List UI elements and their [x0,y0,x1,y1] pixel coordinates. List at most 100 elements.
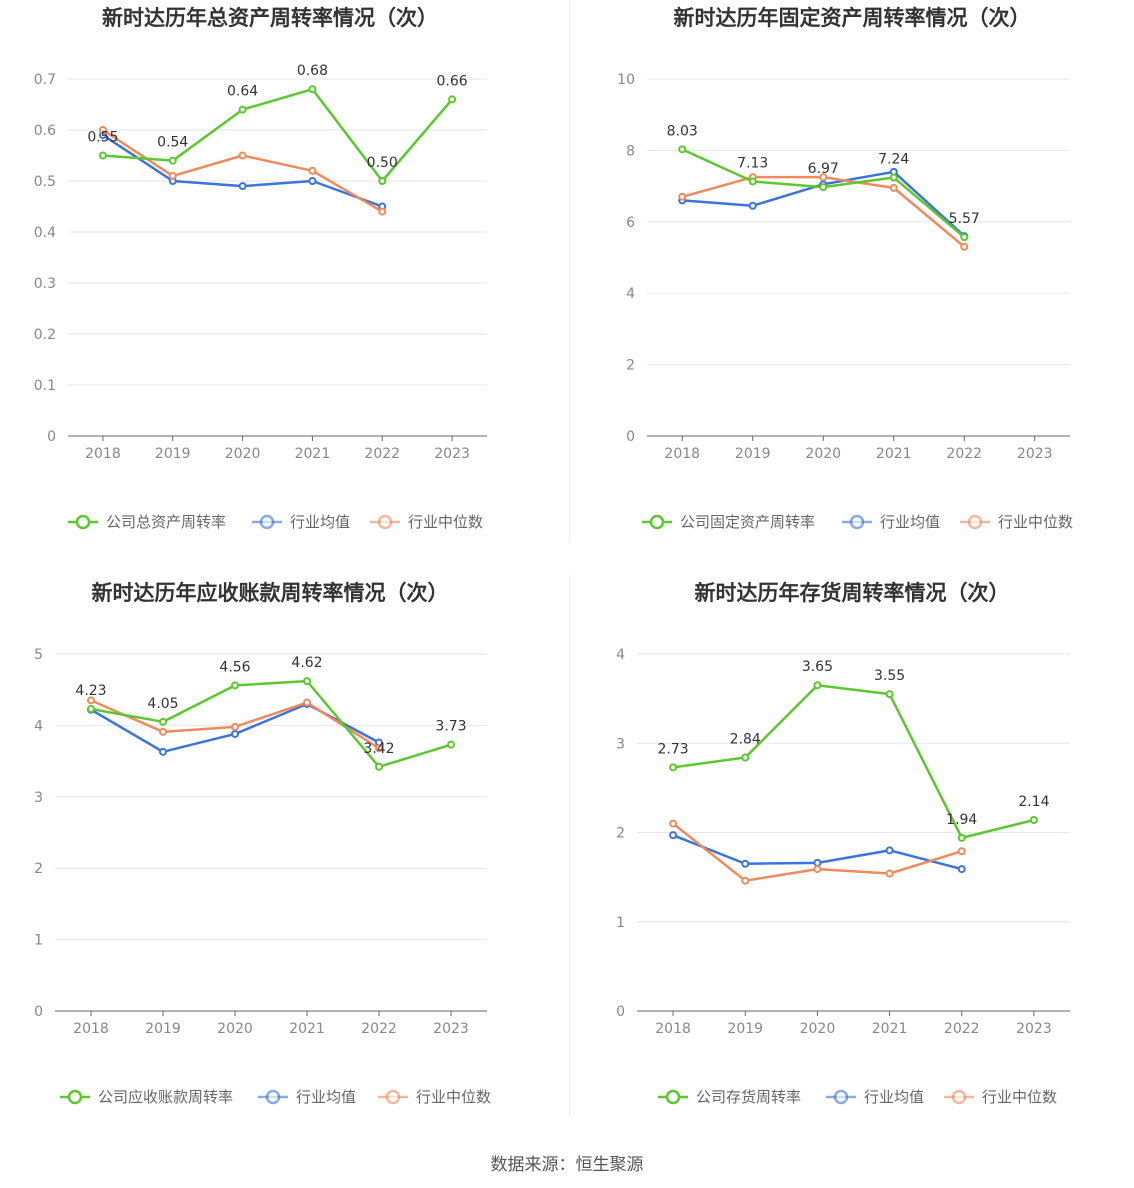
data-point-median[interactable] [813,865,822,874]
data-point-avg[interactable] [741,859,750,868]
data-point-company[interactable] [168,156,177,165]
legend-item-company[interactable]: 公司固定资产周转率 [642,513,815,531]
data-label: 4.56 [219,659,250,675]
data-point-avg[interactable] [159,747,167,756]
data-point-company[interactable] [231,681,239,690]
data-point-company[interactable] [669,763,678,772]
legend-item-avg[interactable]: 行业均值 [842,513,940,531]
y-tick-label: 0.2 [34,327,56,343]
data-point-avg[interactable] [669,831,678,840]
data-point-median[interactable] [678,192,687,201]
legend-item-company[interactable]: 公司总资产周转率 [68,513,226,531]
y-tick-label: 0 [34,1004,43,1020]
legend-label: 行业中位数 [998,513,1073,531]
series-line-company [90,679,452,769]
data-point-median[interactable] [87,696,95,705]
data-point-company[interactable] [98,151,107,160]
y-tick-label: 0.1 [34,378,56,394]
legend-item-company[interactable]: 公司应收账款周转率 [60,1088,233,1106]
data-label: 0.50 [367,155,398,171]
y-tick-label: 1 [34,933,43,949]
data-point-median[interactable] [308,166,317,175]
data-point-avg[interactable] [231,729,239,738]
data-point-median[interactable] [375,744,383,753]
data-point-company[interactable] [813,681,822,690]
data-point-avg[interactable] [813,858,822,867]
y-tick-label: 4 [616,647,625,663]
y-tick-label: 2 [34,861,43,877]
legend-label: 行业均值 [864,1088,924,1106]
data-point-median[interactable] [168,171,177,180]
legend-marker-icon [665,1089,681,1105]
data-label: 0.54 [157,135,188,151]
data-point-company[interactable] [447,740,455,749]
data-point-company[interactable] [889,173,898,182]
chart-title: 新时达历年应收账款周转率情况（次） [92,581,449,605]
data-point-company[interactable] [819,183,828,192]
x-tick-label: 2021 [289,1021,325,1037]
data-point-avg[interactable] [885,846,894,855]
data-label: 0.66 [436,73,467,89]
data-point-avg[interactable] [957,865,966,874]
data-point-company[interactable] [159,717,167,726]
x-tick-label: 2022 [364,446,400,462]
legend-item-median[interactable]: 行业中位数 [370,513,483,531]
legend-item-median[interactable]: 行业中位数 [944,1088,1057,1106]
data-point-median[interactable] [741,876,750,885]
data-point-median[interactable] [885,869,894,878]
data-label: 2.14 [1018,794,1049,810]
data-label: 0.68 [297,63,328,79]
legend-item-median[interactable]: 行业中位数 [960,513,1073,531]
x-tick-label: 2023 [1016,1021,1052,1037]
data-point-company[interactable] [741,753,750,762]
data-point-company[interactable] [378,177,387,185]
data-point-company[interactable] [375,762,383,771]
data-point-company[interactable] [678,145,687,154]
data-label: 2.73 [657,741,688,757]
data-point-median[interactable] [231,722,239,731]
data-point-median[interactable] [889,183,898,192]
data-point-avg[interactable] [308,177,317,185]
data-point-avg[interactable] [748,201,757,210]
data-point-median[interactable] [378,207,387,216]
data-point-median[interactable] [238,151,247,160]
series-line-company [672,683,1035,840]
data-point-median[interactable] [159,727,167,736]
data-point-median[interactable] [303,698,311,707]
legend-item-median[interactable]: 行业中位数 [378,1088,491,1106]
legend-marker-icon [75,514,91,530]
data-point-company[interactable] [960,233,969,242]
data-label: 2.84 [730,732,761,748]
data-point-company[interactable] [1029,816,1038,825]
legend-item-avg[interactable]: 行业均值 [252,513,350,531]
legend-item-avg[interactable]: 行业均值 [826,1088,924,1106]
legend-label: 行业均值 [880,513,940,531]
data-label: 8.03 [667,123,698,139]
data-label: 4.23 [75,683,106,699]
series-line-median [102,128,383,213]
legend-label: 公司应收账款周转率 [98,1088,233,1106]
x-tick-label: 2019 [727,1021,763,1037]
data-label: 7.24 [878,152,909,168]
data-point-median[interactable] [819,173,828,182]
data-point-company[interactable] [238,105,247,114]
data-point-company[interactable] [885,690,894,699]
data-point-median[interactable] [957,847,966,856]
y-tick-label: 5 [34,647,43,663]
data-point-company[interactable] [957,833,966,842]
data-point-median[interactable] [960,242,969,251]
data-point-company[interactable] [87,704,95,713]
legend-item-avg[interactable]: 行业均值 [258,1088,356,1106]
data-point-median[interactable] [669,819,678,828]
data-label: 3.73 [435,719,466,735]
data-label: 5.57 [949,211,980,227]
data-point-company[interactable] [303,677,311,686]
data-point-company[interactable] [448,95,457,104]
legend-item-company[interactable]: 公司存货周转率 [658,1088,801,1106]
data-label: 6.97 [808,161,839,177]
legend-marker-icon [849,514,865,530]
data-point-company[interactable] [748,177,757,186]
data-point-avg[interactable] [238,182,247,191]
data-point-median[interactable] [98,126,107,134]
data-point-company[interactable] [308,85,317,94]
